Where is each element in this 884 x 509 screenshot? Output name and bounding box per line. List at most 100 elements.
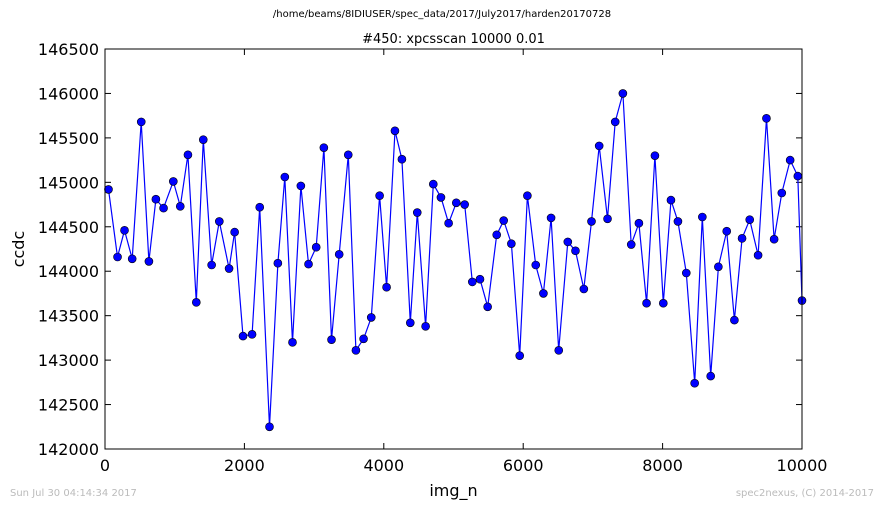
data-point (113, 252, 122, 262)
y-tick-label: 146500 (38, 40, 99, 59)
data-point (428, 179, 438, 189)
y-tick-label: 144500 (38, 218, 99, 237)
data-point (722, 226, 732, 236)
data-point (777, 188, 787, 198)
data-point (730, 315, 739, 325)
data-point (159, 203, 168, 213)
y-tick-label: 146000 (38, 84, 99, 103)
data-point (273, 258, 283, 268)
data-point (343, 150, 353, 160)
data-point (311, 242, 321, 252)
data-point (531, 260, 541, 270)
y-tick-label: 143500 (38, 307, 99, 326)
data-point (594, 141, 604, 151)
y-tick-label: 142500 (38, 396, 99, 415)
data-point (546, 213, 556, 223)
data-point (483, 302, 492, 312)
data-point (603, 214, 612, 224)
data-point (642, 298, 651, 308)
y-tick-label: 145500 (38, 129, 99, 148)
data-point (634, 218, 644, 228)
data-point (224, 264, 234, 273)
data-point (554, 346, 564, 355)
data-point (215, 217, 224, 226)
credit-footer: spec2nexus, (C) 2014-2017 (735, 488, 874, 499)
timestamp-footer: Sun Jul 30 04:14:34 2017 (10, 488, 137, 499)
data-point (468, 277, 477, 287)
x-tick-label: 2000 (224, 456, 265, 475)
data-point (499, 216, 508, 225)
data-point (698, 212, 707, 222)
data-point (587, 217, 596, 226)
data-point (673, 217, 683, 226)
data-point (523, 191, 532, 200)
data-point (745, 215, 755, 224)
x-tick-label: 8000 (642, 456, 683, 475)
y-tick-label: 142000 (38, 440, 99, 459)
data-point (610, 117, 620, 127)
data-point (579, 284, 589, 294)
data-point (230, 227, 239, 237)
y-tick-label: 145000 (38, 173, 99, 192)
data-point (288, 338, 297, 347)
x-axis-label: img_n (429, 481, 477, 501)
data-point (539, 289, 548, 298)
data-point (169, 177, 178, 186)
data-point (460, 200, 469, 209)
data-point (183, 150, 193, 160)
chart-title: #450: xpcsscan 10000 0.01 (362, 32, 545, 47)
data-point (120, 226, 129, 235)
data-point (192, 298, 201, 307)
data-point (436, 193, 446, 202)
data-point (151, 194, 161, 204)
data-point (706, 371, 715, 381)
data-point (247, 330, 257, 339)
data-point (136, 117, 146, 127)
data-point (563, 237, 573, 247)
data-point (681, 268, 691, 278)
data-point (375, 191, 384, 200)
data-point (658, 298, 668, 308)
data-point (265, 422, 274, 432)
data-point (618, 89, 628, 98)
data-point (405, 318, 415, 328)
data-point (626, 240, 636, 249)
data-point (144, 257, 154, 266)
data-point (280, 172, 290, 182)
data-point (207, 260, 216, 270)
data-point (769, 234, 779, 244)
data-point (390, 126, 400, 136)
data-point (571, 246, 580, 256)
data-point (444, 218, 453, 228)
data-point (397, 154, 407, 164)
data-point (475, 274, 485, 284)
data-point (319, 143, 329, 152)
data-point (762, 114, 771, 123)
file-path-title: /home/beams/8IDIUSER/spec_data/2017/July… (272, 9, 612, 20)
data-point (198, 135, 208, 144)
data-point (666, 195, 676, 205)
data-point (785, 155, 795, 165)
data-point (351, 346, 361, 355)
plot-frame (104, 48, 803, 450)
data-point (127, 254, 137, 264)
data-point (421, 322, 430, 331)
y-axis-label: ccdc (9, 231, 28, 268)
y-tick-label: 144000 (38, 262, 99, 281)
data-point (175, 202, 185, 211)
data-point (238, 331, 248, 341)
data-point (492, 230, 502, 240)
data-point (690, 378, 699, 388)
plot-area (105, 49, 802, 449)
data-point (382, 282, 391, 292)
x-tick-label: 0 (100, 456, 110, 475)
x-tick-label: 10000 (777, 456, 828, 475)
data-point (104, 185, 113, 194)
data-point (366, 313, 376, 322)
data-point (296, 181, 306, 191)
data-point (793, 171, 803, 181)
x-tick-label: 4000 (363, 456, 404, 475)
data-point (737, 234, 747, 243)
data-point (334, 250, 344, 259)
